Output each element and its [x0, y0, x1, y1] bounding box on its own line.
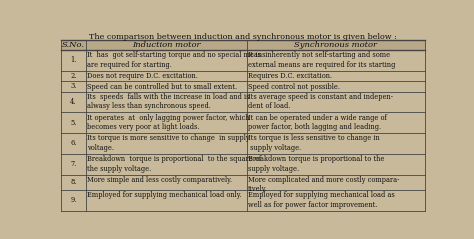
Text: More simple and less costly comparatively.: More simple and less costly comparativel… — [87, 176, 232, 184]
Text: 5.: 5. — [70, 119, 77, 127]
Bar — [246, 81, 425, 92]
Text: Its average speed is constant and indepen-
dent of load.: Its average speed is constant and indepe… — [248, 93, 393, 110]
Bar — [86, 190, 246, 211]
Bar — [86, 92, 246, 112]
Text: Breakdown  torque is proportional  to the square of
the supply voltage.: Breakdown torque is proportional to the … — [87, 155, 262, 173]
Text: 9.: 9. — [70, 196, 77, 205]
Text: It is  inherently not self-starting and some
external means are required for its: It is inherently not self-starting and s… — [248, 51, 395, 69]
Text: 7.: 7. — [70, 160, 77, 168]
Text: Its torque is less sensitive to change in
 supply voltage.: Its torque is less sensitive to change i… — [248, 134, 380, 152]
Text: Employed for supplying mechanical load as
well as for power factor improvement.: Employed for supplying mechanical load a… — [248, 191, 395, 209]
Bar — [246, 50, 425, 71]
Bar — [86, 81, 246, 92]
Text: Its torque is more sensitive to change  in supply
voltage.: Its torque is more sensitive to change i… — [87, 134, 250, 152]
Bar — [61, 40, 86, 50]
Bar — [246, 174, 425, 190]
Bar — [246, 71, 425, 81]
Bar — [61, 50, 86, 71]
Bar — [86, 50, 246, 71]
Text: Speed control not possible.: Speed control not possible. — [248, 82, 340, 91]
Bar — [61, 92, 86, 112]
Text: Employed for supplying mechanical load only.: Employed for supplying mechanical load o… — [87, 191, 242, 199]
Text: 1.: 1. — [70, 56, 77, 65]
Bar — [246, 112, 425, 133]
Text: 2.: 2. — [70, 72, 77, 80]
Bar — [61, 154, 86, 174]
Bar — [61, 133, 86, 154]
Text: Requires D.C. excitation.: Requires D.C. excitation. — [248, 72, 332, 80]
Bar — [61, 190, 86, 211]
Text: 4.: 4. — [70, 98, 77, 106]
Text: 8.: 8. — [70, 178, 77, 186]
Text: It operates  at  only lagging power factor, which
becomes very poor at light loa: It operates at only lagging power factor… — [87, 114, 250, 131]
Bar — [61, 81, 86, 92]
Bar — [246, 40, 425, 50]
Bar — [61, 112, 86, 133]
Text: Synchronous motor: Synchronous motor — [294, 41, 377, 49]
Text: More complicated and more costly compara-
tively.: More complicated and more costly compara… — [248, 176, 400, 193]
Bar — [246, 154, 425, 174]
Text: It  has  got self-starting torque and no special means
are required for starting: It has got self-starting torque and no s… — [87, 51, 266, 69]
Bar — [246, 190, 425, 211]
Text: It can be operated under a wide range of
power factor, both lagging and leading.: It can be operated under a wide range of… — [248, 114, 387, 131]
Bar — [61, 71, 86, 81]
Bar — [86, 133, 246, 154]
Bar — [86, 174, 246, 190]
Bar — [86, 40, 246, 50]
Text: The comparison between induction and synchronous motor is given below :: The comparison between induction and syn… — [89, 33, 397, 41]
Text: Speed can be controlled but to small extent.: Speed can be controlled but to small ext… — [87, 82, 237, 91]
Text: 6.: 6. — [70, 139, 77, 147]
Bar — [246, 92, 425, 112]
Bar — [86, 71, 246, 81]
Text: Breakdown torque is proportional to the
supply voltage.: Breakdown torque is proportional to the … — [248, 155, 384, 173]
Text: 3.: 3. — [70, 82, 77, 90]
Bar — [61, 174, 86, 190]
Text: S.No.: S.No. — [62, 41, 85, 49]
Bar — [86, 154, 246, 174]
Text: Induction motor: Induction motor — [132, 41, 201, 49]
Bar — [86, 112, 246, 133]
Bar — [246, 133, 425, 154]
Text: Does not require D.C. excitation.: Does not require D.C. excitation. — [87, 72, 198, 80]
Text: Its  speeds  falls with the increase in load and is
alwasy less than synchronous: Its speeds falls with the increase in lo… — [87, 93, 250, 110]
